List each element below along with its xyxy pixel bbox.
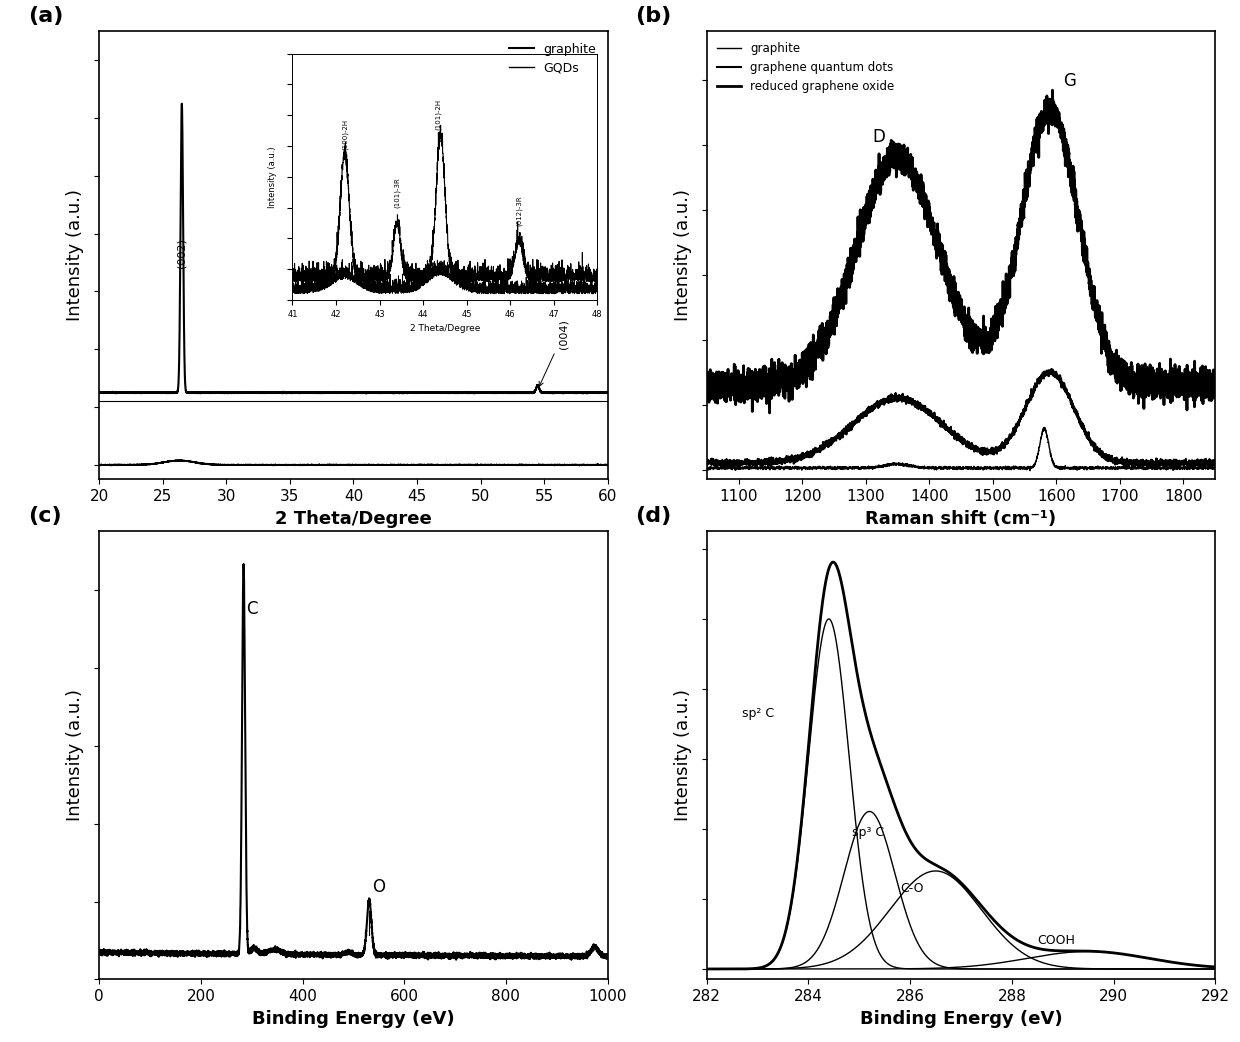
- GQDs: [469, 458, 484, 471]
- GQDs: [92, 458, 107, 471]
- graphite: [600, 386, 615, 398]
- Text: (002): (002): [177, 239, 187, 268]
- Text: C: C: [246, 600, 258, 618]
- GQDs: [171, 453, 186, 466]
- graphite: [393, 387, 408, 399]
- Y-axis label: Intensity (a.u.): Intensity (a.u.): [66, 690, 84, 821]
- Text: (c): (c): [29, 506, 62, 526]
- GQDs: [277, 458, 291, 471]
- GQDs: [104, 460, 119, 472]
- Line: GQDs: GQDs: [99, 460, 608, 466]
- graphite: [118, 387, 133, 399]
- graphite: [469, 387, 484, 399]
- Text: (004): (004): [539, 319, 568, 387]
- GQDs: [118, 458, 133, 471]
- Y-axis label: Intensity (a.u.): Intensity (a.u.): [673, 190, 692, 321]
- Text: O: O: [372, 877, 384, 896]
- Text: sp³ C: sp³ C: [852, 826, 884, 839]
- Line: graphite: graphite: [99, 104, 608, 394]
- graphite: [175, 98, 190, 110]
- GQDs: [415, 458, 430, 471]
- graphite: [92, 387, 107, 399]
- X-axis label: Binding Energy (eV): Binding Energy (eV): [252, 1010, 455, 1027]
- X-axis label: 2 Theta/Degree: 2 Theta/Degree: [275, 510, 432, 527]
- Y-axis label: Intensity (a.u.): Intensity (a.u.): [66, 190, 84, 321]
- Text: D: D: [872, 128, 885, 146]
- Legend: graphite, graphene quantum dots, reduced graphene oxide: graphite, graphene quantum dots, reduced…: [713, 38, 899, 97]
- Text: (d): (d): [636, 506, 672, 526]
- graphite: [575, 388, 590, 400]
- Text: (a): (a): [29, 6, 63, 26]
- GQDs: [393, 458, 408, 471]
- Text: COOH: COOH: [1037, 935, 1075, 947]
- Text: G: G: [1063, 73, 1075, 91]
- graphite: [496, 387, 511, 399]
- Text: C-O: C-O: [900, 882, 924, 895]
- GQDs: [600, 458, 615, 471]
- X-axis label: Raman shift (cm⁻¹): Raman shift (cm⁻¹): [866, 510, 1056, 527]
- Legend: graphite, GQDs: graphite, GQDs: [503, 38, 601, 80]
- graphite: [275, 386, 290, 398]
- Text: sp² C: sp² C: [743, 706, 775, 720]
- Text: (b): (b): [636, 6, 672, 26]
- X-axis label: Binding Energy (eV): Binding Energy (eV): [859, 1010, 1063, 1027]
- GQDs: [496, 458, 511, 471]
- graphite: [415, 387, 430, 399]
- Y-axis label: Intensity (a.u.): Intensity (a.u.): [673, 690, 692, 821]
